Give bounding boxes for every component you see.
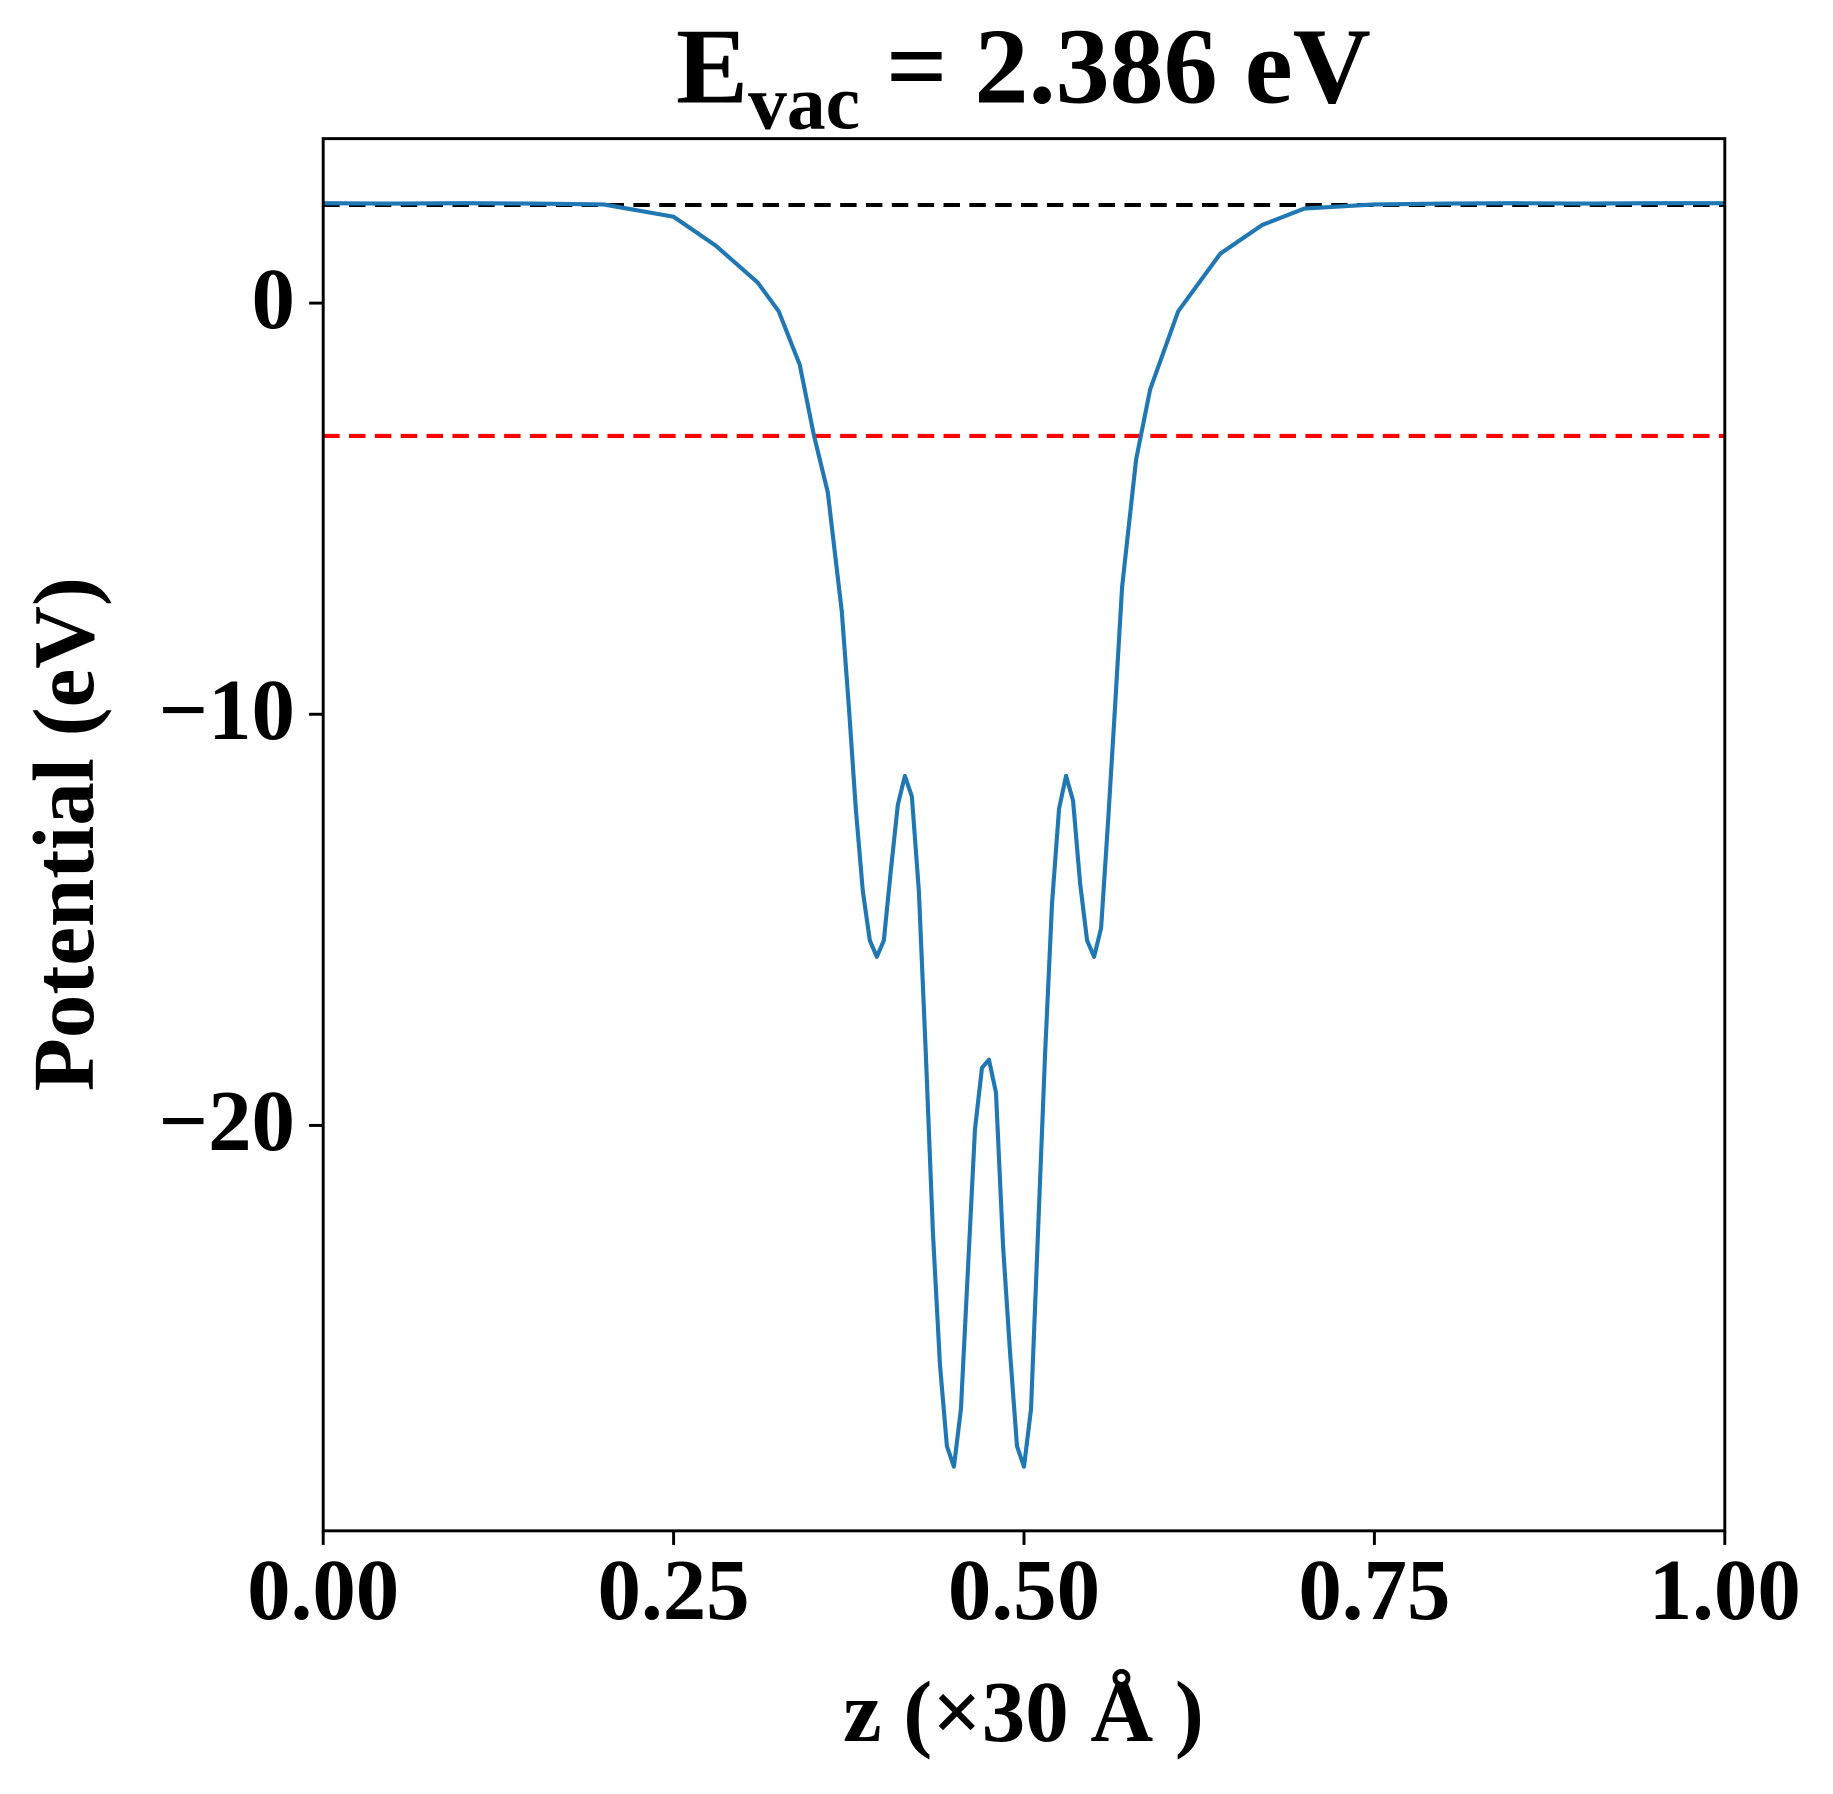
title-main: E: [676, 7, 748, 126]
title-sub: vac: [748, 59, 860, 145]
y-axis-label: Potential (eV): [16, 577, 112, 1091]
plot-frame: [321, 137, 1727, 1533]
x-tick-label: 0.75: [1298, 1542, 1450, 1638]
y-tick-label: −20: [159, 1073, 295, 1169]
title-rest: = 2.386 eV: [886, 7, 1371, 126]
x-axis-label: z (×30 Å ): [843, 1664, 1204, 1760]
x-tick-label: 1.00: [1649, 1542, 1801, 1638]
chart-title: Evac = 2.386 eV: [676, 7, 1371, 145]
x-tick-label: 0.00: [247, 1542, 399, 1638]
y-tick-label: 0: [252, 251, 295, 347]
potential-line: [323, 201, 1725, 1469]
x-tick-label: 0.50: [948, 1542, 1100, 1638]
x-tick-label: 0.25: [598, 1542, 750, 1638]
y-tick-label: −10: [159, 662, 295, 758]
